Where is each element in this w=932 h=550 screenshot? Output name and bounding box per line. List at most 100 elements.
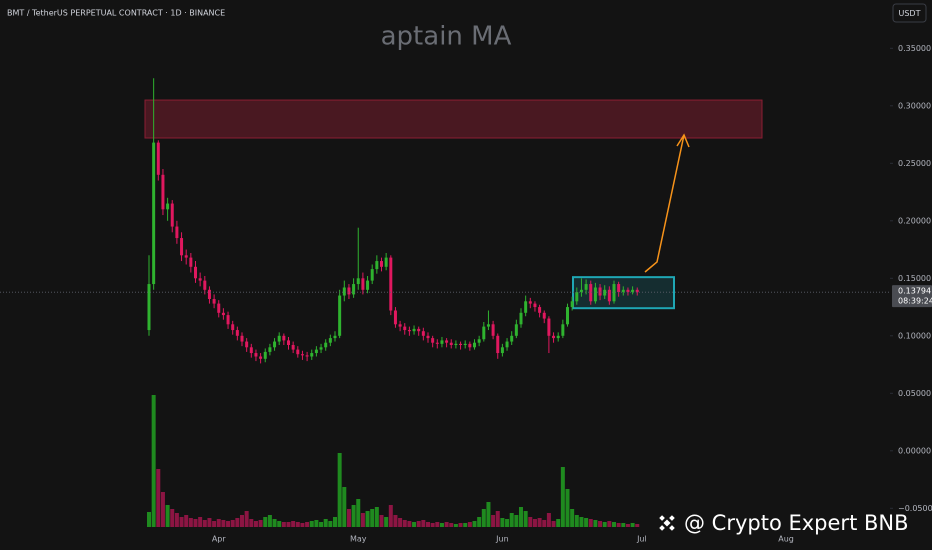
candle-body xyxy=(300,354,304,356)
volume-bar xyxy=(584,518,589,527)
candle-body xyxy=(249,347,253,354)
candle-body xyxy=(496,335,500,354)
volume-bar xyxy=(430,523,435,527)
candle-body xyxy=(170,203,174,227)
candle-body xyxy=(324,342,328,348)
currency-button-frame[interactable] xyxy=(892,3,927,23)
candle-body xyxy=(245,341,249,348)
candle-body xyxy=(310,353,314,357)
candle-body xyxy=(575,292,579,302)
zones xyxy=(144,99,763,310)
volume-bar xyxy=(253,521,258,527)
candle-body xyxy=(198,278,202,281)
branding: @ Crypto Expert BNB xyxy=(659,511,909,535)
volume-bar xyxy=(412,522,417,527)
volume-bar xyxy=(551,521,556,527)
volume-bar xyxy=(374,507,379,527)
volume-bar xyxy=(565,489,570,527)
volume-bar xyxy=(179,517,184,527)
volume-bar xyxy=(156,469,161,527)
candle-body xyxy=(538,307,542,313)
candle-body xyxy=(435,342,439,344)
candle-body xyxy=(589,284,593,302)
volume-bar xyxy=(407,521,412,527)
candle-body xyxy=(347,287,351,295)
x-tick-label: Jun xyxy=(495,535,509,544)
candle-body xyxy=(579,289,583,293)
volume-bar xyxy=(625,524,630,527)
candle-body xyxy=(607,289,611,302)
volume-bar xyxy=(426,522,430,527)
candle-body xyxy=(524,301,528,313)
volume-bar xyxy=(486,502,491,527)
volume-bar xyxy=(528,517,533,527)
volume-bar xyxy=(356,499,361,527)
currency-button[interactable]: USDT xyxy=(892,3,927,23)
candle-body xyxy=(454,343,458,345)
volume-bar xyxy=(226,521,231,527)
candle-body xyxy=(226,315,230,325)
y-tick-label: 0.15000 xyxy=(898,274,931,283)
volume-bar xyxy=(384,517,389,527)
volume-bar xyxy=(281,522,286,527)
volume-bar xyxy=(519,507,523,527)
candle-body xyxy=(626,289,630,293)
branding-text: @ Crypto Expert BNB xyxy=(684,511,909,535)
volume-bar xyxy=(574,515,579,527)
volume-bar xyxy=(509,513,514,527)
candle-body xyxy=(612,284,616,302)
candles xyxy=(147,78,639,364)
volume-bar xyxy=(258,520,263,527)
volume-bar xyxy=(319,522,324,527)
volume-bar xyxy=(542,520,547,527)
candle-body xyxy=(207,289,211,299)
volume-bar xyxy=(202,520,207,527)
volume-bar xyxy=(309,521,314,527)
volume-bar xyxy=(481,509,486,527)
volume-bar xyxy=(235,518,240,527)
volume-bar xyxy=(388,505,393,527)
candle-body xyxy=(468,343,472,348)
volume-bar xyxy=(393,515,398,527)
candle-body xyxy=(533,303,537,308)
x-tick-label: May xyxy=(350,535,367,544)
volume-bar xyxy=(244,511,249,527)
volume-bar xyxy=(207,518,212,527)
candle-body xyxy=(180,238,184,256)
candle-body xyxy=(212,299,216,304)
volume-bar xyxy=(267,515,272,527)
volume-bar xyxy=(630,523,635,527)
candle-body xyxy=(473,342,476,348)
candle-body xyxy=(161,174,165,210)
candle-body xyxy=(477,339,481,343)
candle-body xyxy=(240,335,244,342)
candle-body xyxy=(291,345,295,350)
volume-bar xyxy=(184,515,189,527)
volume-bar xyxy=(593,520,598,527)
volume-bar xyxy=(272,519,277,527)
volume-bar xyxy=(416,521,421,527)
candle-body xyxy=(421,331,425,336)
volume-bar xyxy=(295,522,300,527)
candle-body xyxy=(431,338,435,343)
volume-bar xyxy=(523,511,528,527)
candle-body xyxy=(342,287,346,296)
candle-body xyxy=(393,310,397,325)
currency-label[interactable]: USDT xyxy=(899,9,921,18)
volume-bar xyxy=(165,505,170,527)
volume-bar xyxy=(170,509,175,527)
candle-body xyxy=(528,301,532,304)
volume-bar xyxy=(402,520,407,527)
candle-body xyxy=(221,312,225,316)
candle-body xyxy=(375,261,379,270)
last-price-label: 0.13794 xyxy=(898,287,931,296)
y-tick-label: 0.25000 xyxy=(898,159,931,168)
volume-bar xyxy=(160,492,165,527)
volume-bar xyxy=(602,522,607,527)
volume-bar xyxy=(444,522,449,527)
volume-bar xyxy=(360,513,365,527)
volume-bar xyxy=(328,521,333,527)
volume-bar xyxy=(612,522,616,527)
